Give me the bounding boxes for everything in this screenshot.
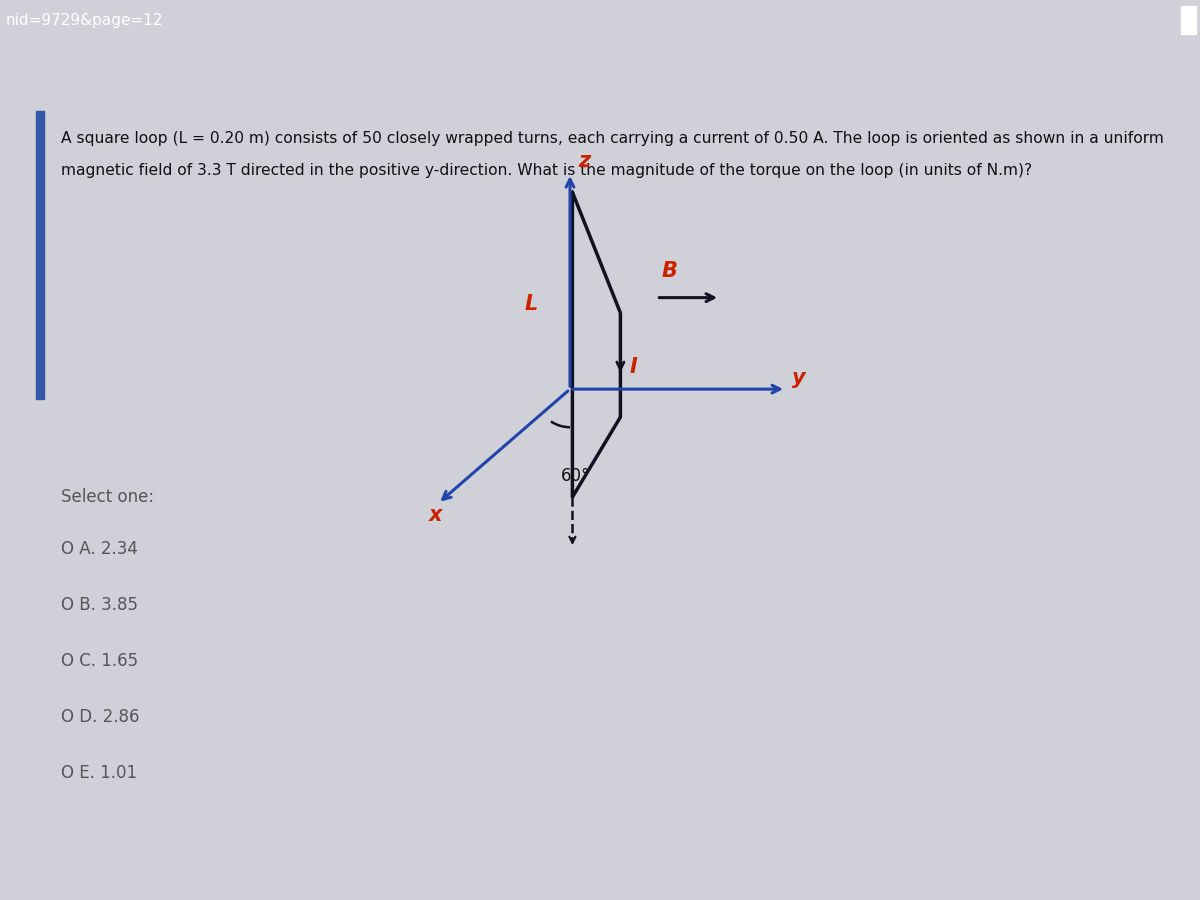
Text: O C. 1.65: O C. 1.65 [61, 652, 138, 670]
Text: x: x [428, 505, 442, 526]
Text: Select one:: Select one: [61, 488, 154, 506]
Text: magnetic field of 3.3 T directed in the positive y-direction. What is the magnit: magnetic field of 3.3 T directed in the … [61, 163, 1032, 178]
Text: z: z [578, 151, 590, 171]
Text: O B. 3.85: O B. 3.85 [61, 596, 138, 614]
Text: L: L [524, 294, 538, 314]
Bar [1181, 6, 1196, 34]
Text: B: B [661, 261, 677, 282]
Text: nid=9729&page=12: nid=9729&page=12 [6, 13, 163, 28]
Text: O A. 2.34: O A. 2.34 [61, 540, 138, 558]
Text: 60°: 60° [560, 466, 589, 484]
Text: I: I [630, 356, 637, 376]
Text: A square loop (L = 0.20 m) consists of 50 closely wrapped turns, each carrying a: A square loop (L = 0.20 m) consists of 5… [61, 131, 1164, 146]
Text: O E. 1.01: O E. 1.01 [61, 764, 137, 782]
Text: y: y [792, 368, 805, 388]
Text: O D. 2.86: O D. 2.86 [61, 707, 139, 725]
Bar [36, 111, 44, 400]
